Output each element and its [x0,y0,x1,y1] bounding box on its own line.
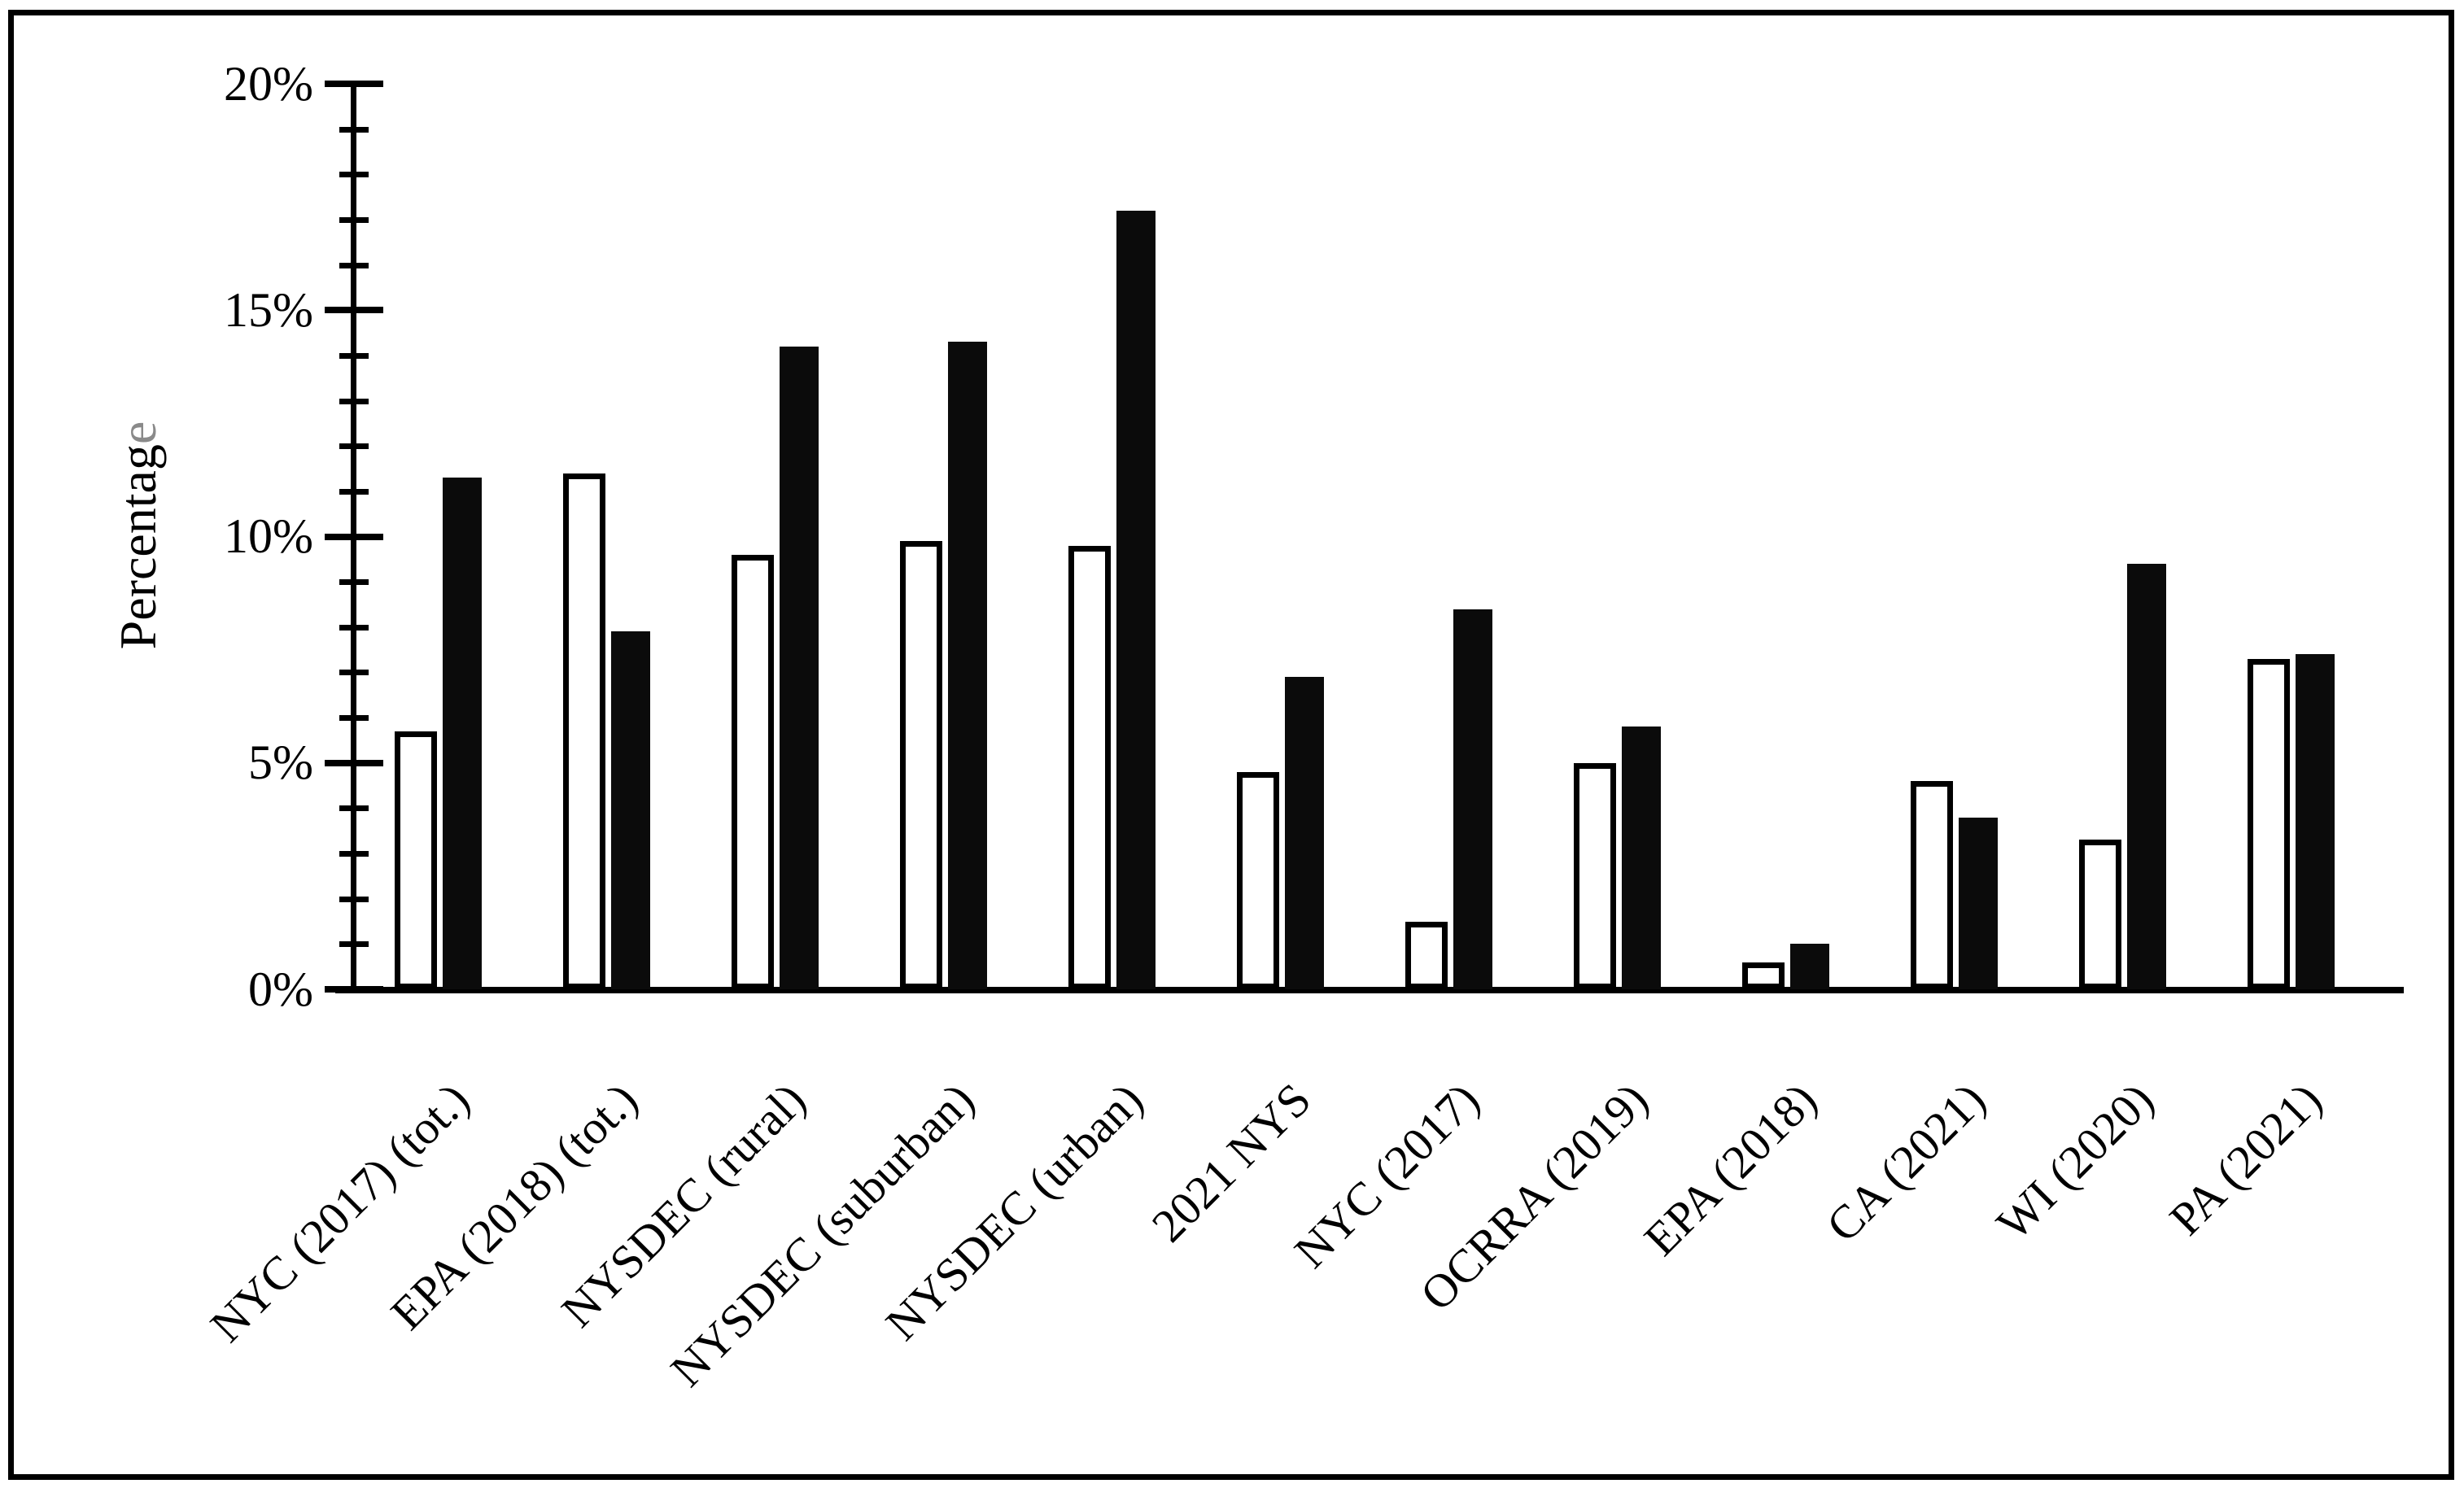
y-axis-minor-tick [339,398,369,404]
bar-white-9 [1742,962,1785,989]
y-axis-tick-label: 10% [224,509,313,563]
bar-white-5 [1068,546,1111,989]
bar-white-11 [2079,840,2121,989]
y-axis-minor-tick [339,579,369,586]
y-axis-major-tick [325,307,383,314]
y-axis-minor-tick [339,443,369,450]
bar-white-8 [1574,763,1616,989]
bar-black-1 [443,478,482,989]
y-axis-title-text: Percentag [109,444,167,650]
y-axis-minor-tick [339,126,369,133]
y-axis-minor-tick [339,488,369,495]
y-axis-minor-tick [339,670,369,676]
bar-white-1 [395,731,437,989]
y-axis-minor-tick [339,262,369,268]
y-axis-minor-tick [339,172,369,178]
y-axis-minor-tick [339,805,369,812]
bar-black-8 [1622,727,1661,989]
bar-white-6 [1237,772,1279,989]
bar-black-9 [1790,944,1829,989]
bar-black-11 [2127,564,2166,989]
y-axis-major-tick [325,81,383,87]
y-axis-major-tick [325,533,383,540]
y-axis-tick-label: 5% [248,735,313,790]
bar-black-5 [1116,211,1156,989]
y-axis-minor-tick [339,352,369,359]
y-axis-title-text-gray: e [109,421,167,445]
y-axis-tick-label: 15% [224,282,313,337]
bar-black-4 [948,342,987,989]
figure-frame [8,10,2454,1480]
y-axis-minor-tick [339,216,369,223]
bar-black-6 [1285,677,1324,989]
bar-black-12 [2296,654,2335,989]
x-axis-line [335,987,2404,993]
y-axis-minor-tick [339,941,369,948]
y-axis-major-tick [325,986,383,993]
y-axis-major-tick [325,759,383,766]
bar-black-3 [780,347,819,989]
bar-white-3 [732,555,774,989]
bar-white-10 [1911,781,1953,989]
bar-white-2 [563,473,605,989]
bar-white-12 [2248,659,2290,989]
bar-white-7 [1405,922,1448,989]
y-axis-tick-label: 0% [248,962,313,1016]
bar-black-2 [611,631,650,989]
bar-black-10 [1959,818,1998,989]
bar-white-4 [900,541,942,989]
y-axis-minor-tick [339,851,369,857]
bar-black-7 [1453,609,1492,989]
y-axis-minor-tick [339,715,369,722]
y-axis-tick-label: 20% [224,56,313,111]
y-axis-minor-tick [339,896,369,902]
y-axis-minor-tick [339,624,369,631]
y-axis-title: Percentage [108,421,168,650]
